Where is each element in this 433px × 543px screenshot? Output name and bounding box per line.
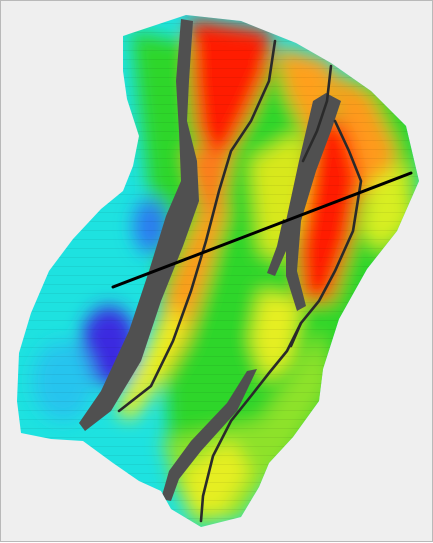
fault-center-branch <box>267 219 293 276</box>
fault-lower <box>161 369 257 501</box>
fault-trace-1 <box>117 39 277 413</box>
section-line[interactable] <box>111 171 413 289</box>
fault-traces <box>117 39 363 523</box>
fault-trace-3 <box>289 119 363 348</box>
fault-trace-2 <box>301 64 333 163</box>
fault-left <box>79 19 199 431</box>
fault-trace-4 <box>199 321 303 523</box>
